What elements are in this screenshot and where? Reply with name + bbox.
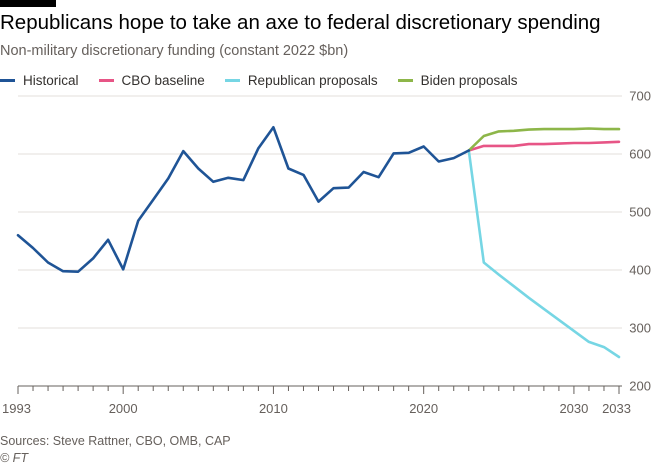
y-tick-label: 400 — [629, 263, 651, 278]
legend-item-cbo-baseline: CBO baseline — [98, 72, 205, 88]
x-tick-label: 2010 — [259, 401, 288, 416]
y-tick-label: 200 — [629, 379, 651, 394]
legend-label-biden-proposals: Biden proposals — [420, 72, 518, 88]
series-line-cbo-baseline — [467, 140, 621, 152]
y-tick-label: 600 — [629, 147, 651, 162]
legend-label-republican-proposals: Republican proposals — [247, 72, 378, 88]
legend-swatch-historical — [0, 78, 15, 82]
source-note: Sources: Steve Rattner, CBO, OMB, CAP — [0, 434, 231, 448]
series-line-historical — [16, 126, 471, 274]
legend-swatch-cbo-baseline — [98, 78, 114, 82]
copyright-credit: © FT — [0, 451, 28, 465]
y-tick-label: 500 — [629, 205, 651, 220]
legend-label-cbo-baseline: CBO baseline — [121, 72, 205, 88]
series-lines — [16, 126, 621, 359]
series-line-biden-proposals — [467, 127, 621, 152]
chart-legend: Historical CBO baseline Republican propo… — [0, 71, 537, 89]
x-tick-label: 2033 — [602, 401, 631, 416]
brand-bar — [0, 0, 56, 7]
legend-label-historical: Historical — [23, 72, 79, 88]
x-tick-label: 2030 — [559, 401, 588, 416]
y-tick-label: 700 — [629, 89, 651, 104]
legend-swatch-biden-proposals — [397, 78, 413, 82]
legend-swatch-republican-proposals — [224, 78, 240, 82]
chart-title: Republicans hope to take an axe to feder… — [0, 11, 601, 34]
legend-item-republican-proposals: Republican proposals — [224, 72, 378, 88]
x-tick-label: 2020 — [409, 401, 438, 416]
x-tick-label: 1993 — [2, 401, 31, 416]
x-axis: 1993 2000 2010 2020 2030 2033 — [2, 386, 631, 416]
y-tick-label: 300 — [629, 321, 651, 336]
grid-lines — [18, 95, 622, 387]
chart-subtitle: Non-military discretionary funding (cons… — [0, 43, 349, 59]
series-line-republican-proposals — [467, 149, 621, 359]
legend-item-biden-proposals: Biden proposals — [397, 72, 518, 88]
x-tick-label: 2000 — [109, 401, 138, 416]
y-axis: 200 300 400 500 600 700 — [629, 89, 651, 394]
legend-item-historical: Historical — [0, 73, 79, 88]
